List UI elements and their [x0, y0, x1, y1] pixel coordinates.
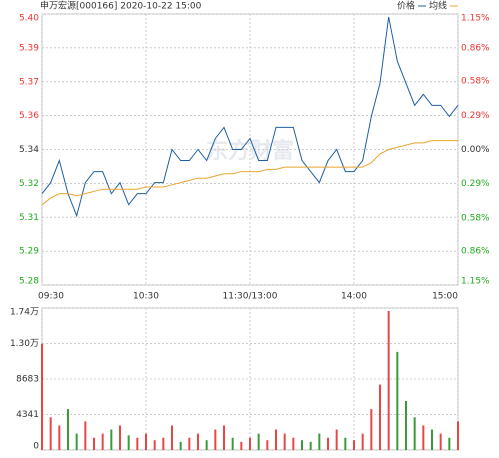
- volume-bar: [153, 440, 156, 450]
- volume-bar: [231, 437, 234, 450]
- volume-bar: [205, 440, 208, 450]
- volume-bar: [283, 433, 286, 450]
- volume-bar: [431, 429, 433, 450]
- volume-bar: [318, 433, 321, 450]
- volume-bar: [127, 435, 130, 450]
- volume-bar: [49, 417, 52, 450]
- legend-label: 均线: [429, 0, 447, 12]
- price-line: [41, 140, 458, 206]
- volume-bar: [275, 429, 277, 450]
- volume-bar: [361, 433, 364, 450]
- volume-bar: [413, 417, 416, 450]
- volume-bar: [335, 429, 338, 450]
- volume-bar: [162, 437, 165, 450]
- y-tick-label: 1.74万: [10, 308, 39, 318]
- volume-bar: [370, 409, 373, 450]
- y-tick-label: 5.32: [19, 179, 39, 189]
- y-tick-label: 5.37: [19, 77, 39, 87]
- volume-bar: [41, 343, 43, 450]
- volume-bar: [75, 433, 78, 450]
- volume-bar: [448, 437, 451, 450]
- y-tick-label: 5.40: [19, 14, 39, 24]
- volume-bar: [197, 433, 199, 450]
- volume-bar: [93, 437, 95, 450]
- volume-bar: [84, 421, 87, 450]
- volume-bar: [58, 425, 61, 450]
- volume-bar: [67, 409, 69, 450]
- x-tick-label: 09:30: [38, 292, 64, 302]
- volume-bar: [119, 425, 121, 450]
- x-tick-label: 15:00: [432, 292, 458, 302]
- volume-bar: [405, 400, 407, 450]
- volume-bar: [457, 421, 459, 450]
- volume-bar: [171, 425, 173, 450]
- volume-bar: [266, 440, 269, 450]
- volume-bar: [145, 433, 147, 450]
- volume-bar: [379, 384, 381, 450]
- y-tick-label: 5.31: [19, 213, 39, 223]
- volume-bar: [353, 440, 355, 450]
- chart-title: 申万宏源[000166] 2020-10-22 15:00: [40, 0, 202, 12]
- x-tick-label: 14:00: [341, 292, 367, 302]
- y2-tick-label: 1.15%: [461, 277, 490, 287]
- volume-bar: [188, 437, 191, 450]
- y2-tick-label: 0.86%: [461, 246, 490, 256]
- volume-bar: [249, 437, 251, 450]
- volume-bar: [240, 441, 243, 450]
- y-tick-label: 5.34: [19, 145, 39, 155]
- y2-tick-label: 1.15%: [461, 14, 490, 24]
- x-tick-label: 10:30: [133, 292, 159, 302]
- y-tick-label: 5.28: [19, 277, 39, 287]
- y2-tick-label: 0.00%: [461, 145, 490, 155]
- volume-bar: [110, 429, 113, 450]
- x-tick-label: 11:30/13:00: [223, 292, 278, 302]
- volume-bar: [327, 437, 329, 450]
- volume-bar: [387, 310, 390, 450]
- volume-bar: [292, 437, 295, 450]
- y-tick-label: 1.30万: [10, 339, 39, 349]
- price-line: [41, 16, 459, 218]
- y-tick-label: 5.36: [19, 111, 39, 121]
- y2-tick-label: 0.58%: [461, 77, 490, 87]
- volume-bar: [301, 440, 303, 450]
- y-tick-label: 0: [33, 442, 39, 452]
- volume-bar: [136, 437, 139, 450]
- volume-bar: [422, 425, 425, 450]
- legend-label: 价格: [397, 0, 415, 12]
- y2-tick-label: 0.58%: [461, 213, 490, 223]
- volume-bar: [214, 429, 217, 450]
- volume-bar: [396, 351, 399, 450]
- volume-bar: [257, 433, 260, 450]
- volume-bar: [101, 433, 104, 450]
- y2-tick-label: 0.29%: [461, 179, 490, 189]
- y-tick-label: 8683: [16, 375, 39, 385]
- y-tick-label: 5.39: [19, 43, 39, 53]
- y-tick-label: 4341: [16, 410, 39, 420]
- y-tick-label: 5.29: [19, 247, 39, 257]
- volume-bar: [309, 441, 312, 450]
- volume-bar: [439, 433, 442, 450]
- volume-bar: [223, 425, 225, 450]
- y2-tick-label: 0.29%: [461, 111, 490, 121]
- volume-bar: [344, 437, 347, 450]
- y2-tick-label: 0.86%: [461, 44, 490, 54]
- volume-bar: [179, 441, 182, 450]
